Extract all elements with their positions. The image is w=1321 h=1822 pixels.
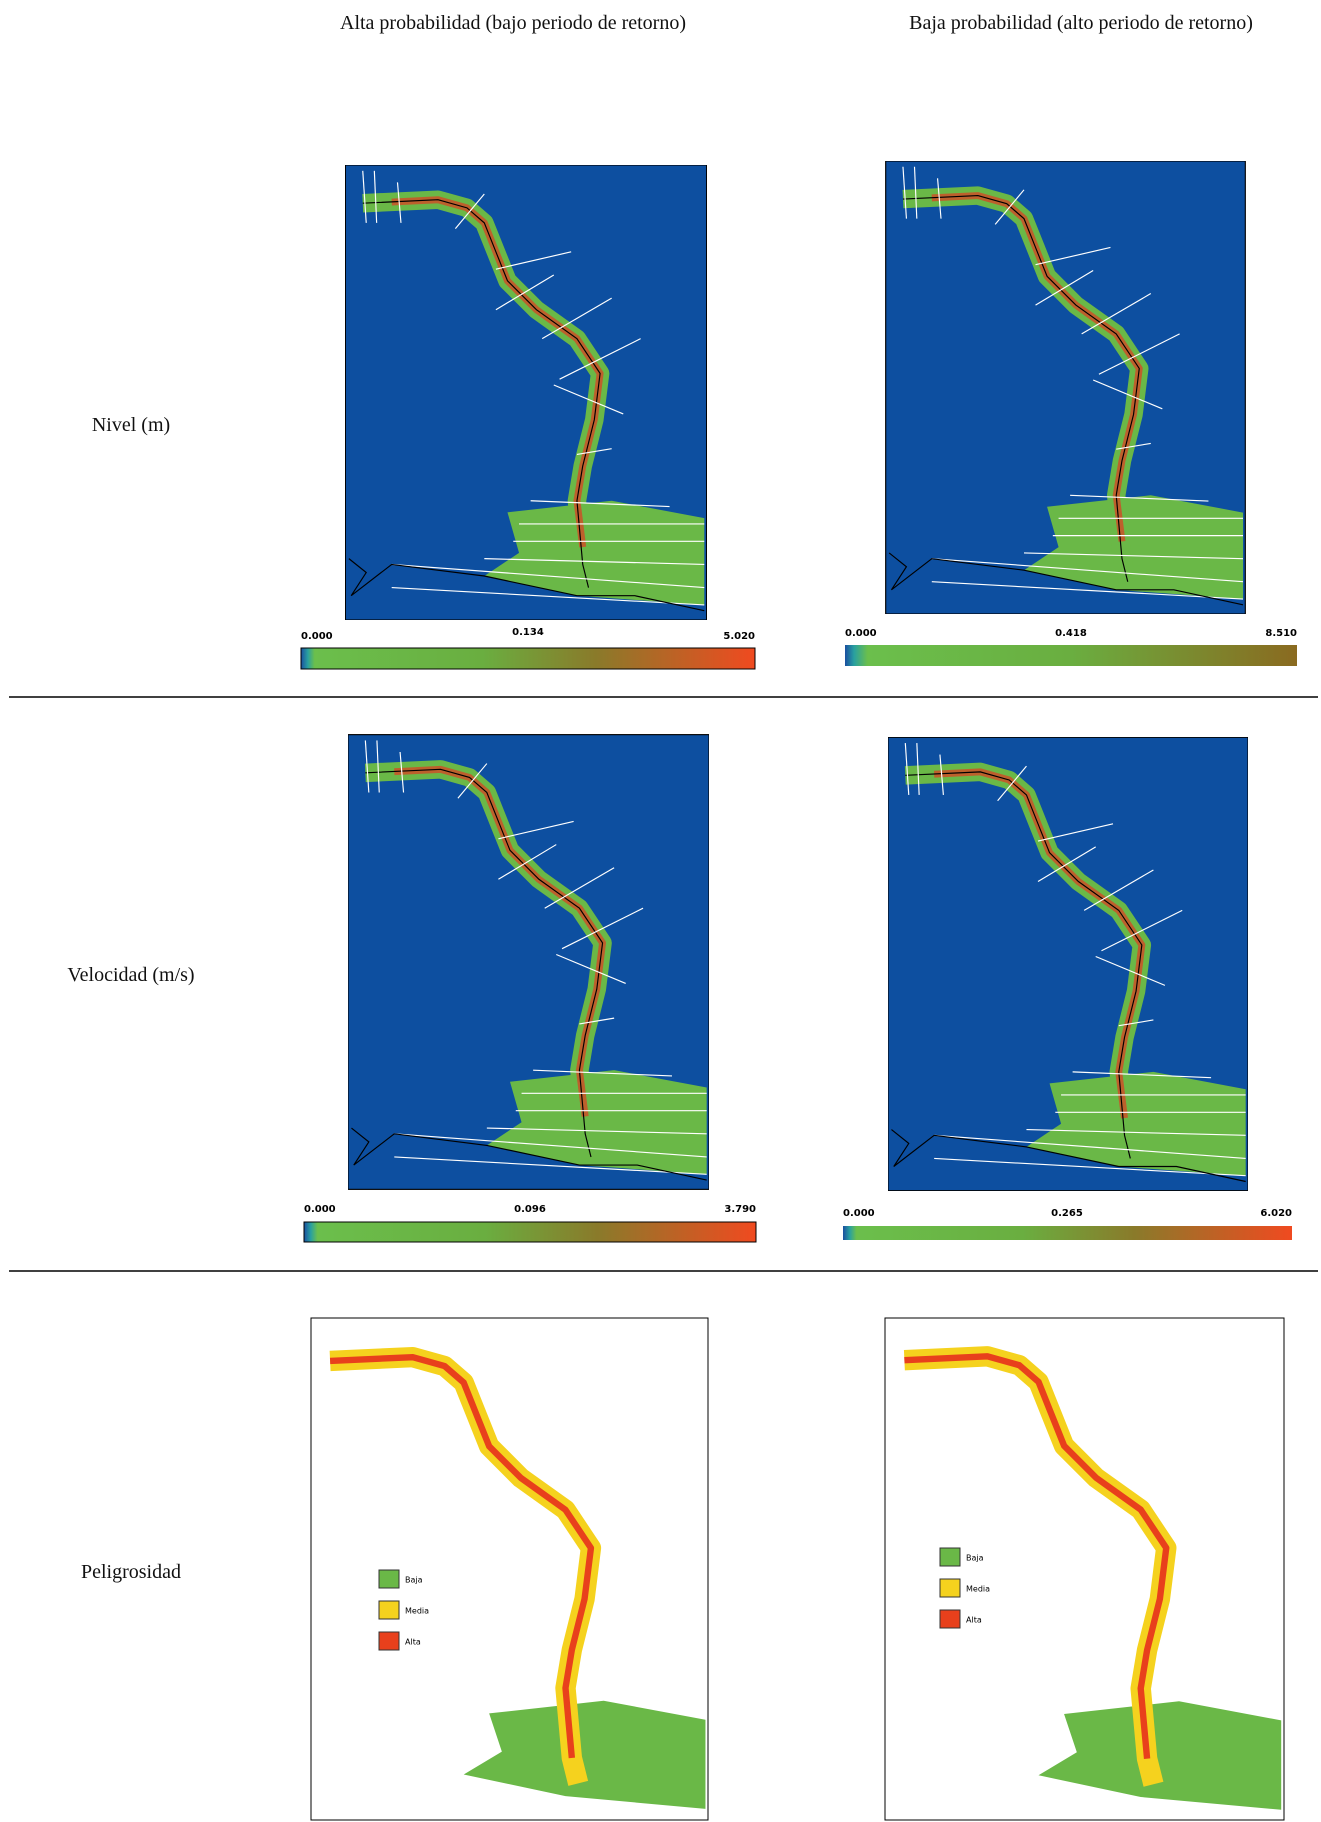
legend-swatch <box>379 1601 399 1619</box>
map <box>886 161 1246 614</box>
legend-label: Alta <box>405 1638 421 1647</box>
scale-label: 5.020 <box>723 631 755 642</box>
page: {"columns": ["Alta probabilidad (bajo pe… <box>0 0 1321 1822</box>
legend-swatch <box>940 1610 960 1628</box>
legend-label: Baja <box>405 1576 423 1585</box>
legend-swatch <box>940 1548 960 1566</box>
figure: 0.000 0.134 5.020 0.000 0.418 8.510 0.00… <box>0 0 1321 1822</box>
legend-label: Media <box>405 1607 429 1616</box>
scale-label: 0.000 <box>301 631 333 642</box>
scale-label: 0.134 <box>512 627 544 638</box>
colorbar <box>301 648 755 669</box>
legend-label: Alta <box>966 1616 982 1625</box>
colorbar <box>845 645 1297 666</box>
map <box>888 737 1248 1190</box>
scale-label: 8.510 <box>1265 628 1297 639</box>
scale-label: 3.790 <box>724 1204 756 1215</box>
scale-label: 0.000 <box>843 1208 875 1219</box>
scale-label: 0.418 <box>1055 628 1087 639</box>
map <box>345 165 706 620</box>
colorbar <box>304 1222 756 1242</box>
scale-label: 0.096 <box>514 1204 546 1215</box>
legend-label: Media <box>966 1585 990 1594</box>
scale-label: 0.000 <box>845 628 877 639</box>
scale-label: 0.265 <box>1051 1208 1083 1219</box>
scale-label: 0.000 <box>304 1204 336 1215</box>
legend-label: Baja <box>966 1554 984 1563</box>
colorbar <box>843 1226 1292 1240</box>
legend-swatch <box>379 1632 399 1650</box>
map <box>348 735 709 1190</box>
legend-swatch <box>379 1570 399 1588</box>
legend-swatch <box>940 1579 960 1597</box>
scale-label: 6.020 <box>1260 1208 1292 1219</box>
